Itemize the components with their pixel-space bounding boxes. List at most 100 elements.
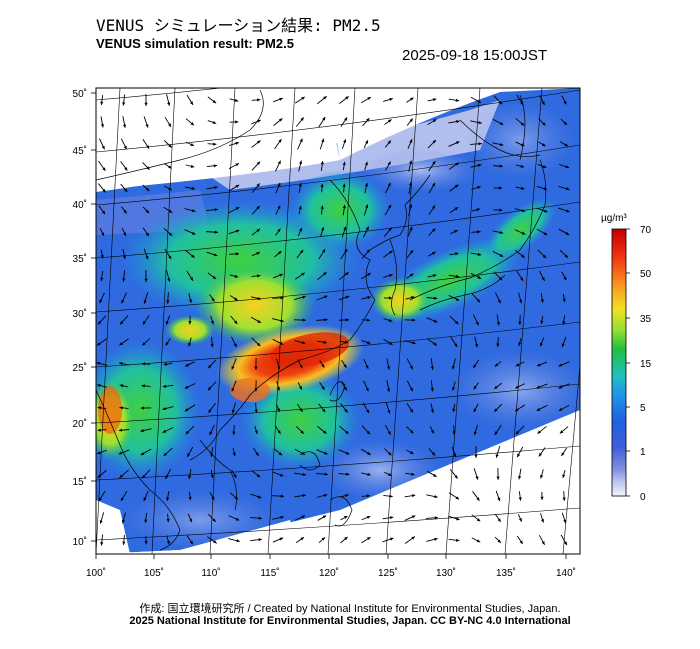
wind-arrow-head <box>100 101 104 105</box>
wind-arrow-head <box>254 409 258 413</box>
wind-arrow-head <box>541 277 545 281</box>
wind-arrow-head <box>409 273 414 277</box>
wind-arrow-head <box>165 321 169 325</box>
wind-arrow-head <box>100 124 105 128</box>
wind-arrow-head <box>477 275 482 279</box>
wind-arrow-head <box>299 138 303 143</box>
wind-arrow-head <box>387 140 391 145</box>
wind-arrow-head <box>433 473 437 477</box>
wind-arrow-head <box>432 119 437 123</box>
wind-arrow-head <box>499 121 504 125</box>
wind-arrow-head <box>454 320 459 325</box>
wind-arrow-head <box>254 366 258 370</box>
wind-arrow-head <box>97 320 102 325</box>
wind-arrow-head <box>235 229 240 233</box>
wind-arrow-head <box>473 364 477 368</box>
wind-arrow-head <box>343 364 347 368</box>
wind-arrow-head <box>432 251 436 255</box>
wind-arrow-head <box>520 143 525 147</box>
wind-arrow-head <box>563 276 567 281</box>
wind-arrow-head <box>235 141 239 145</box>
wind-arrow-head <box>538 452 543 457</box>
wind-arrow-head <box>543 187 548 191</box>
lat-tick-label: 35˚ <box>73 253 87 265</box>
wind-arrow-head <box>302 472 306 477</box>
wind-arrow-head <box>98 497 102 502</box>
wind-arrow-head <box>191 254 195 258</box>
wind-arrow-head <box>277 182 281 187</box>
wind-arrow-head <box>542 164 547 168</box>
wind-arrow-head <box>563 100 567 105</box>
wind-arrow-head <box>412 318 416 322</box>
wind-arrow-head <box>453 453 457 458</box>
wind-arrow-head <box>213 164 218 168</box>
wind-arrow-head <box>141 384 145 388</box>
wind-arrow-head <box>498 276 503 281</box>
wind-arrow-head <box>386 388 391 392</box>
wind-arrow-head <box>559 430 564 434</box>
wind-arrow-head <box>140 429 144 433</box>
wind-arrow-head <box>561 343 565 348</box>
wind-arrow-head <box>168 255 172 260</box>
wind-arrow-head <box>168 165 172 169</box>
wind-arrow-head <box>123 210 127 214</box>
wind-arrow-head <box>256 474 261 478</box>
wind-arrow-head <box>146 145 150 149</box>
wind-arrow-head <box>365 226 369 231</box>
wind-arrow-head <box>257 274 261 278</box>
wind-arrow-head <box>321 386 325 390</box>
wind-arrow-head <box>561 452 565 456</box>
wind-arrow-head <box>430 388 434 392</box>
wind-arrow-head <box>123 145 127 150</box>
wind-arrow-head <box>144 278 148 282</box>
wind-arrow-head <box>366 537 371 541</box>
wind-arrow-head <box>475 476 479 480</box>
timestamp: 2025-09-18 15:00JST <box>402 47 548 64</box>
wind-arrow-head <box>277 251 282 255</box>
wind-arrow-head <box>345 494 349 498</box>
wind-arrow-head <box>255 452 259 456</box>
wind-arrow-head <box>476 518 481 522</box>
colorbar-tick-label: 35 <box>640 314 652 325</box>
wind-arrow-head <box>235 163 240 167</box>
wind-arrow-head <box>213 540 217 544</box>
colorbar-tick-label: 0 <box>640 492 646 503</box>
wind-arrow-head <box>145 209 150 214</box>
wind-arrow-head <box>497 518 501 522</box>
wind-arrow-head <box>231 409 235 414</box>
wind-arrow-head <box>430 409 434 413</box>
wind-arrow-head <box>234 274 239 278</box>
lon-tick-label: 100˚ <box>86 567 106 579</box>
wind-arrow-head <box>409 250 414 254</box>
wind-arrow-head <box>101 145 105 150</box>
wind-arrow-head <box>432 139 437 144</box>
wind-arrow-head <box>389 516 394 520</box>
wind-arrow-head <box>409 387 413 392</box>
wind-arrow-head <box>433 342 437 346</box>
lat-tick-label: 25˚ <box>73 362 87 374</box>
wind-arrow-head <box>212 518 216 522</box>
wind-arrow-head <box>345 272 349 276</box>
wind-arrows <box>96 94 570 546</box>
wind-arrow-head <box>302 318 306 322</box>
wind-arrow-head <box>558 407 563 411</box>
wind-arrow-head <box>214 186 218 190</box>
wind-arrow-head <box>536 407 541 411</box>
wind-arrow-head <box>185 430 190 435</box>
wind-arrow-head <box>521 186 525 190</box>
wind-arrow-head <box>277 205 281 210</box>
wind-arrow-head <box>477 163 482 167</box>
wind-arrow-head <box>142 342 146 346</box>
wind-arrow-head <box>365 140 368 144</box>
wind-arrow-head <box>140 406 145 410</box>
wind-arrow-head <box>257 296 262 301</box>
wind-arrow-head <box>477 185 481 189</box>
wind-arrow-head <box>162 384 167 388</box>
wind-arrow-head <box>97 428 101 432</box>
wind-arrow-head <box>119 362 123 366</box>
wind-arrow-head <box>166 497 170 501</box>
wind-arrow-head <box>277 228 281 233</box>
wind-arrow-head <box>322 117 326 121</box>
wind-arrow-head <box>101 232 104 236</box>
wind-arrow-head <box>280 515 284 519</box>
